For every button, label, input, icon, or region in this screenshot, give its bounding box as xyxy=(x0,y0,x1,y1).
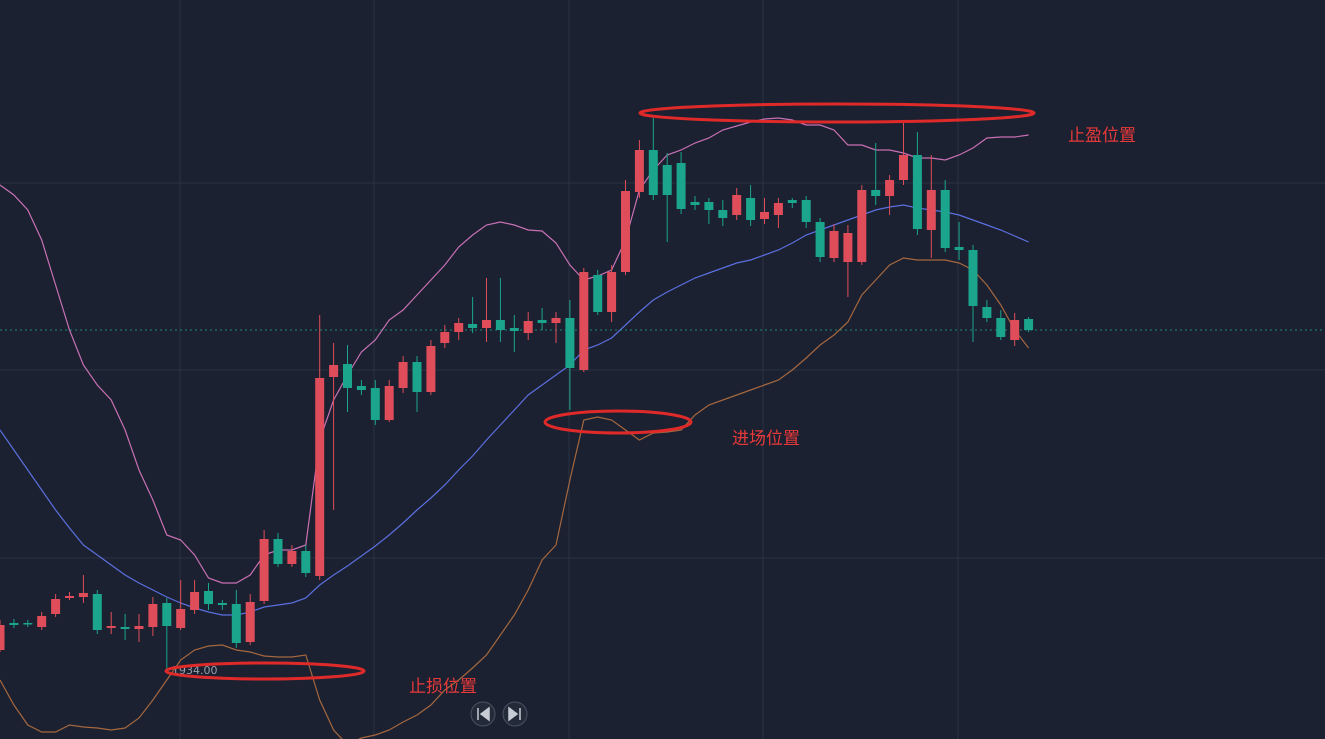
candle-body xyxy=(829,231,839,258)
candle-body xyxy=(329,365,339,377)
candle-body xyxy=(815,222,825,257)
candle-body xyxy=(426,346,436,392)
candle-body xyxy=(926,190,936,230)
candle-body xyxy=(787,200,797,203)
candle-body xyxy=(857,190,867,262)
candle-body xyxy=(509,328,519,331)
candle-body xyxy=(912,155,922,229)
candle-body xyxy=(732,195,742,215)
candle-body xyxy=(51,599,61,614)
annotation: 进场位置 xyxy=(732,429,800,449)
candle-body xyxy=(843,233,853,262)
candle-body xyxy=(899,155,908,180)
candle-body xyxy=(662,165,672,195)
candle-body xyxy=(176,609,186,628)
candle-body xyxy=(259,539,269,601)
candle-body xyxy=(23,623,33,625)
candle-body xyxy=(565,318,575,368)
candle-body xyxy=(78,593,88,597)
ellipse xyxy=(638,102,1036,124)
candle-body xyxy=(343,364,352,388)
candle-body xyxy=(537,320,547,323)
candle-body xyxy=(704,202,714,210)
candle-body xyxy=(760,212,769,219)
candle-body xyxy=(634,150,644,192)
candle-body xyxy=(746,198,756,220)
annotation: 止损位置 xyxy=(409,677,477,697)
candle-body xyxy=(954,247,964,250)
candle-body xyxy=(384,386,394,420)
candle-body xyxy=(579,272,589,370)
candle-body xyxy=(92,594,102,630)
candle-body xyxy=(398,362,408,388)
candle-body xyxy=(495,320,505,330)
candle-body xyxy=(440,332,450,343)
annotation: 止盈位置 xyxy=(1068,126,1136,146)
candle-body xyxy=(885,180,895,196)
candle-body xyxy=(871,190,881,196)
candle-body xyxy=(551,318,561,323)
candle-body xyxy=(801,200,811,222)
candle-body xyxy=(1010,320,1020,340)
candle-body xyxy=(718,210,728,218)
nav-buttons xyxy=(470,701,528,727)
candle-body xyxy=(273,539,283,564)
candle-body xyxy=(690,202,700,205)
candle-body xyxy=(162,603,172,626)
candle-body xyxy=(982,307,992,318)
next-button[interactable] xyxy=(502,701,528,727)
candle-body xyxy=(9,623,19,625)
candle-body xyxy=(648,150,658,195)
candle-body xyxy=(217,603,227,605)
candle-body xyxy=(106,626,116,628)
candle-body xyxy=(940,190,950,248)
candle-body xyxy=(0,625,5,650)
candle-body xyxy=(287,551,297,564)
ellipse xyxy=(543,409,693,435)
band-line xyxy=(0,117,1029,584)
candle-body xyxy=(482,320,491,328)
candle-body xyxy=(231,604,241,643)
candle-body xyxy=(607,272,617,312)
candle-body xyxy=(968,250,978,306)
prev-button[interactable] xyxy=(470,701,496,727)
candle-body xyxy=(120,627,130,629)
band-line xyxy=(0,204,1029,616)
candle-body xyxy=(301,551,311,573)
candle-body xyxy=(1024,319,1034,330)
markup-ellipses xyxy=(164,102,1036,681)
candle-body xyxy=(65,596,74,598)
candle-body xyxy=(37,616,47,627)
candle-body xyxy=(412,362,422,392)
candle-body xyxy=(773,203,783,215)
candle-body xyxy=(134,626,144,629)
ellipse xyxy=(164,661,366,681)
candle-body xyxy=(468,324,478,328)
candle-body xyxy=(245,602,255,642)
candle-body xyxy=(315,378,325,576)
candle-body xyxy=(370,388,380,420)
candle-body xyxy=(454,323,464,332)
plot: 1934.00 xyxy=(0,117,1325,739)
candle-body xyxy=(204,591,213,604)
candle-body xyxy=(190,592,200,610)
candle-body xyxy=(621,191,630,272)
candle-body xyxy=(523,321,533,333)
candle-body xyxy=(148,604,158,627)
candle-body xyxy=(356,386,366,390)
candle-body xyxy=(593,275,603,312)
button-icon[interactable] xyxy=(477,706,490,722)
candle-body xyxy=(996,318,1006,337)
button-icon[interactable] xyxy=(508,706,521,722)
candle-body xyxy=(676,163,686,209)
